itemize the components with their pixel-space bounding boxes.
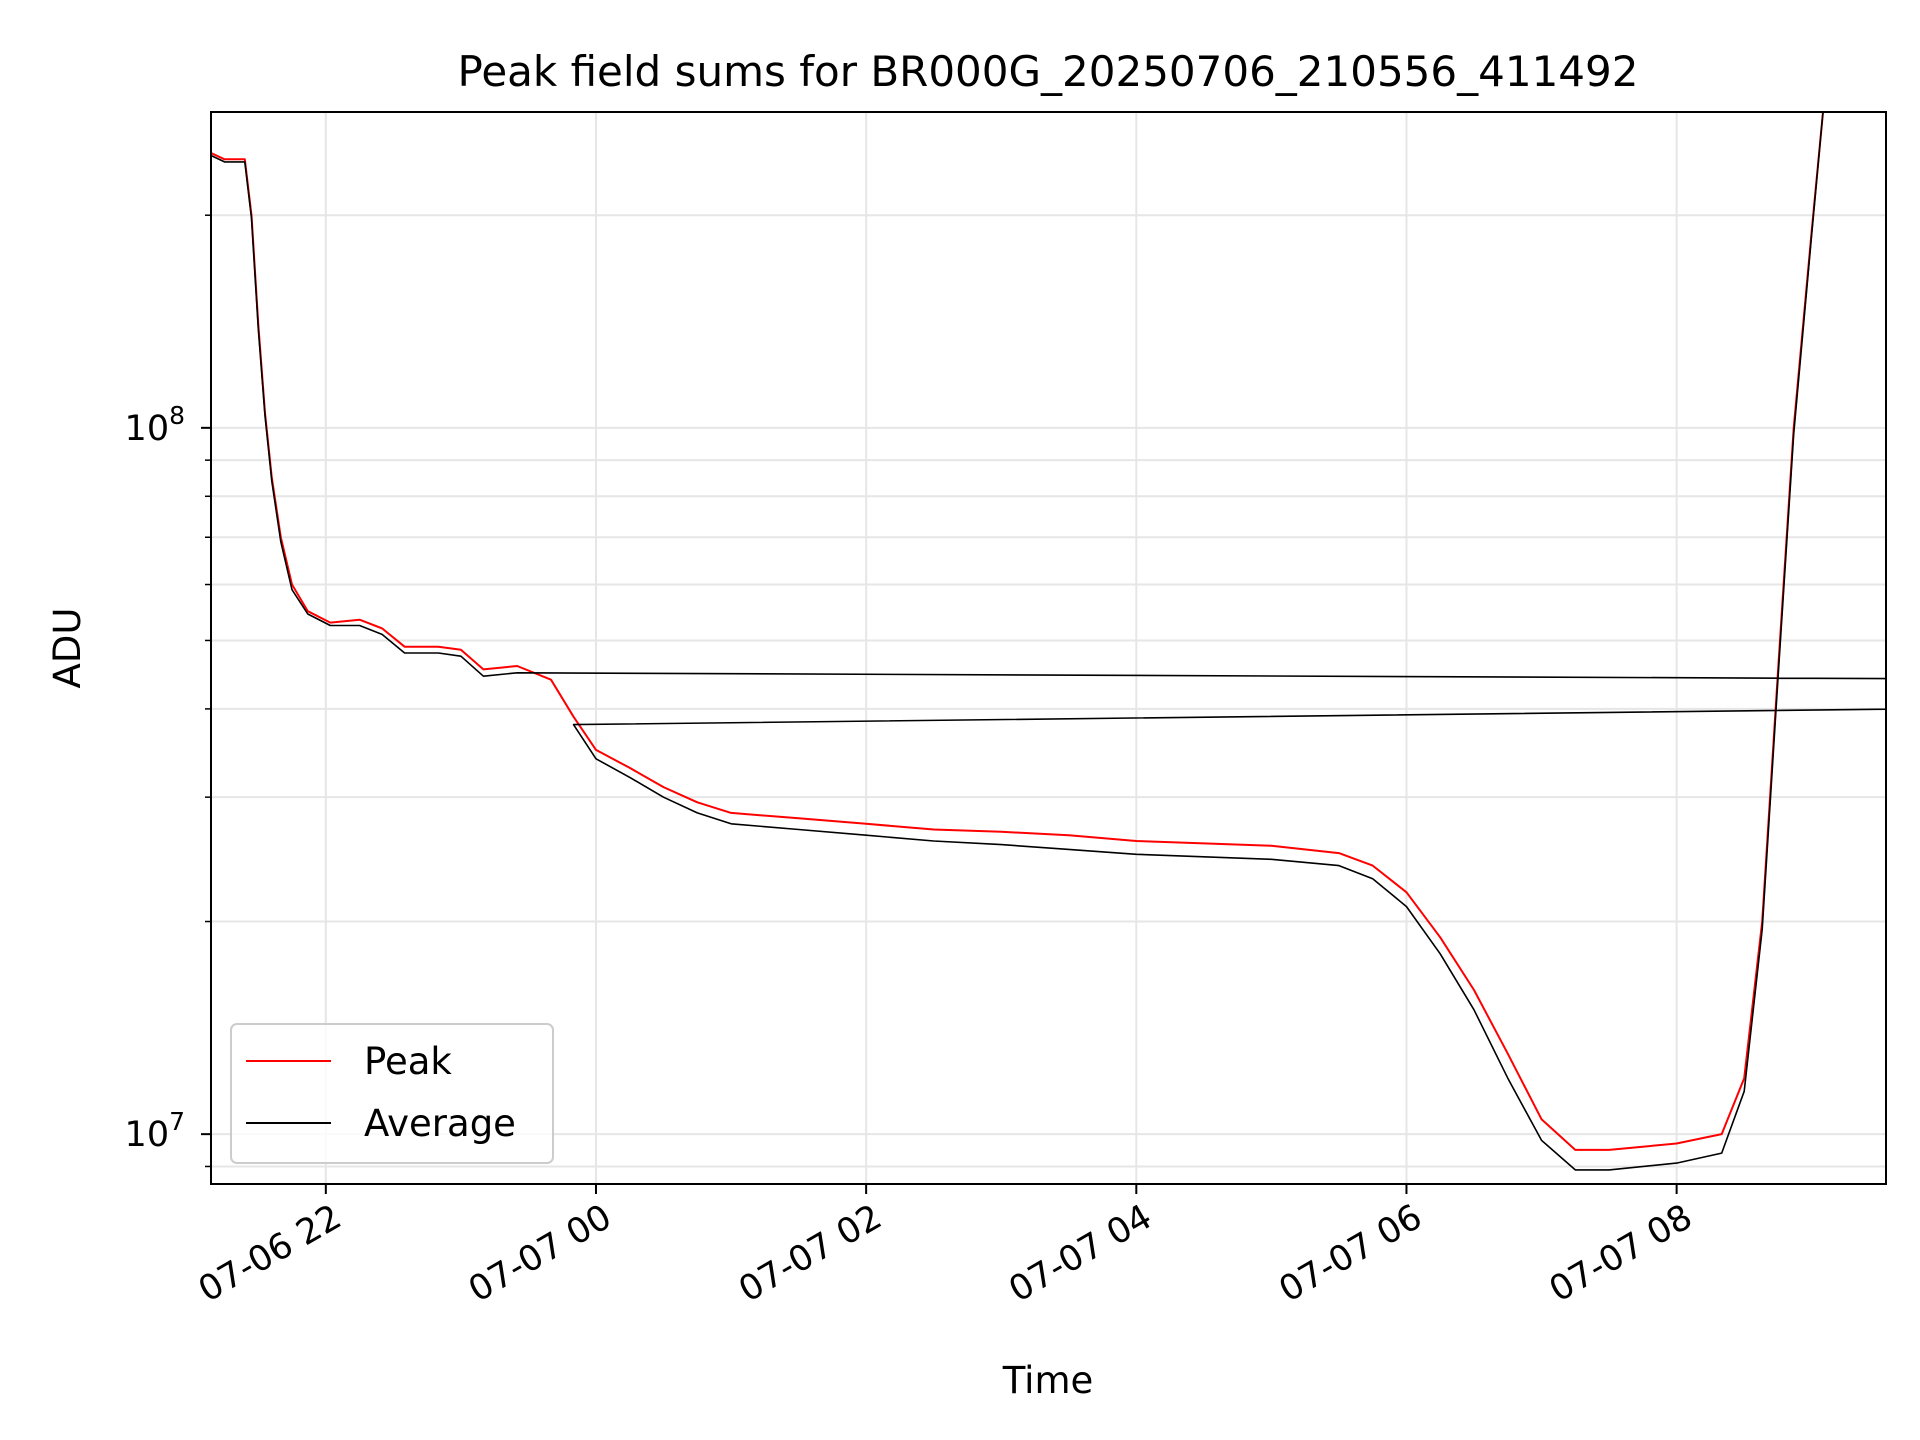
series-line-average [211,112,1886,1171]
legend-label-average: Average [364,1102,516,1145]
y-axis-label: ADU [46,608,89,689]
x-axis-label: Time [1002,1359,1094,1402]
series-line-peak [211,112,1824,1151]
legend-label-peak: Peak [364,1040,452,1083]
legend: Peak Average [230,1023,554,1164]
chart-title: Peak field sums for BR000G_20250706_2105… [458,47,1639,96]
grid [211,112,1886,1184]
y-tick-label: 108 [125,401,185,449]
y-tick-label: 107 [125,1107,185,1155]
legend-box [230,1023,554,1164]
plot-frame [210,111,1887,1185]
ticks [201,214,1678,1194]
series-layer [211,112,1886,1171]
